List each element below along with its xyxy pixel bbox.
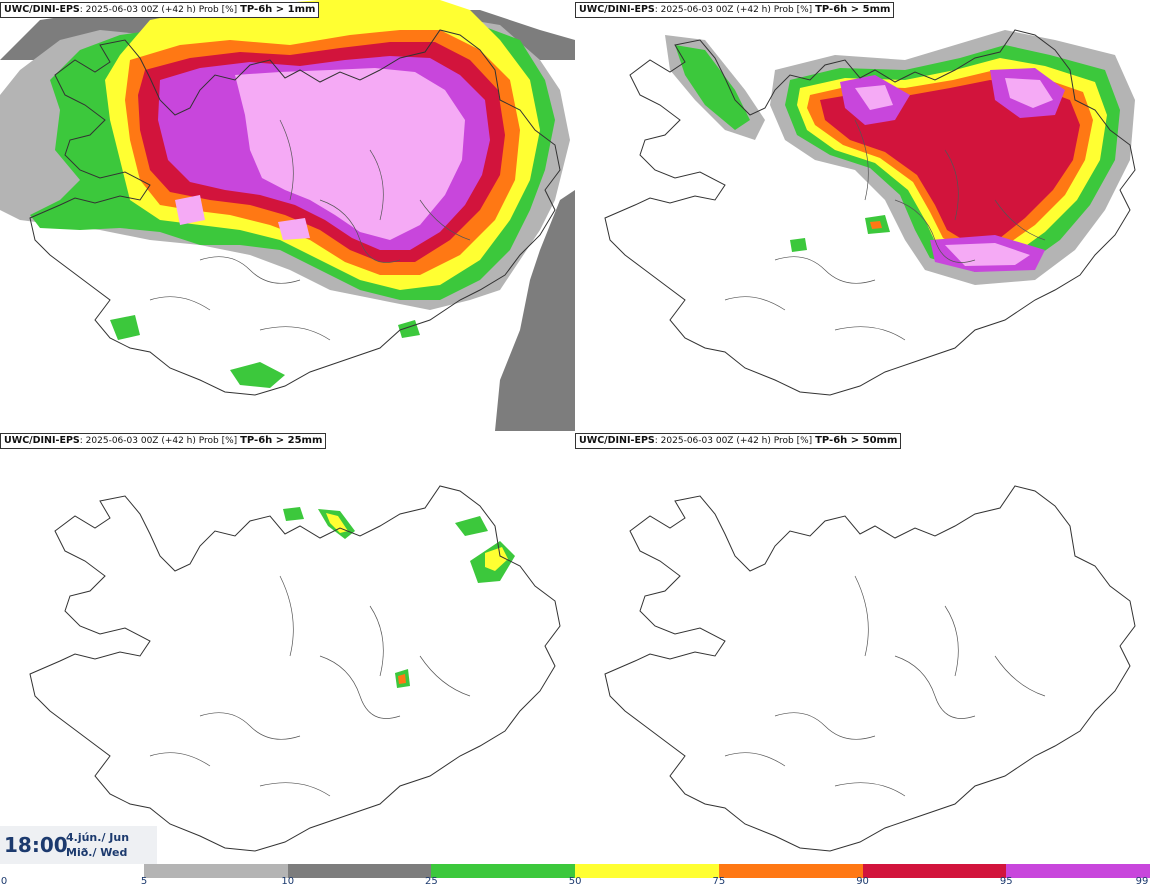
valid-date-line1: 4.jún./ Jun: [66, 831, 130, 844]
probability-colorbar: 0 5 10 25 50 75 90 95 99: [0, 862, 1150, 891]
iceland-coastline-map: [604, 485, 1136, 852]
map-panel-5mm: UWC/DINI-EPS: 2025-06-03 00Z (+42 h) Pro…: [575, 0, 1150, 431]
colorbar-segment: [144, 864, 288, 878]
panel-title: UWC/DINI-EPS: 2025-06-03 00Z (+42 h) Pro…: [575, 2, 895, 18]
run-info: : 2025-06-03 00Z (+42 h) Prob [%]: [79, 5, 238, 15]
colorbar-segment: [862, 864, 1007, 878]
colorbar-tick-label: 99: [1135, 876, 1149, 887]
model-name: UWC/DINI-EPS: [579, 4, 655, 15]
colorbar-segment: [1006, 864, 1150, 878]
model-name: UWC/DINI-EPS: [4, 4, 80, 15]
valid-time-box: 18:00 4.jún./ Jun Mið./ Wed: [0, 826, 157, 864]
colorbar-tick-label: 5: [140, 876, 148, 887]
panel-title: UWC/DINI-EPS: 2025-06-03 00Z (+42 h) Pro…: [575, 433, 902, 449]
run-info: : 2025-06-03 00Z (+42 h) Prob [%]: [654, 436, 813, 446]
panel-title: UWC/DINI-EPS: 2025-06-03 00Z (+42 h) Pro…: [0, 433, 327, 449]
colorbar-tick-label: 10: [281, 876, 295, 887]
valid-date-line2: Mið./ Wed: [66, 846, 128, 859]
panel-title: UWC/DINI-EPS: 2025-06-03 00Z (+42 h) Pro…: [0, 2, 320, 18]
threshold-label: TP-6h > 50mm: [815, 435, 898, 446]
model-name: UWC/DINI-EPS: [4, 435, 80, 446]
colorbar-segment: [575, 864, 719, 878]
run-info: : 2025-06-03 00Z (+42 h) Prob [%]: [79, 436, 238, 446]
colorbar-tick-label: 95: [999, 876, 1013, 887]
valid-time: 18:00: [4, 833, 68, 857]
threshold-label: TP-6h > 5mm: [815, 4, 891, 15]
threshold-label: TP-6h > 1mm: [240, 4, 316, 15]
colorbar-tick-label: 25: [425, 876, 438, 887]
iceland-coastline-map: [0, 0, 575, 431]
iceland-coastline-map: [29, 485, 561, 852]
model-name: UWC/DINI-EPS: [579, 435, 655, 446]
colorbar-segment: [287, 864, 432, 878]
threshold-label: TP-6h > 25mm: [240, 435, 323, 446]
colorbar-tick-label: 50: [568, 876, 582, 887]
map-panel-1mm: UWC/DINI-EPS: 2025-06-03 00Z (+42 h) Pro…: [0, 0, 575, 431]
colorbar-tick-label: 75: [712, 876, 726, 887]
iceland-coastline-map: [604, 29, 1136, 396]
run-info: : 2025-06-03 00Z (+42 h) Prob [%]: [654, 5, 813, 15]
colorbar-segment: [718, 864, 863, 878]
colorbar-segment: [431, 864, 576, 878]
colorbar-tick-label: 90: [856, 876, 869, 887]
map-panel-25mm: UWC/DINI-EPS: 2025-06-03 00Z (+42 h) Pro…: [0, 431, 575, 862]
colorbar-tick-label: 0: [0, 876, 8, 887]
map-panel-50mm: UWC/DINI-EPS: 2025-06-03 00Z (+42 h) Pro…: [575, 431, 1150, 862]
